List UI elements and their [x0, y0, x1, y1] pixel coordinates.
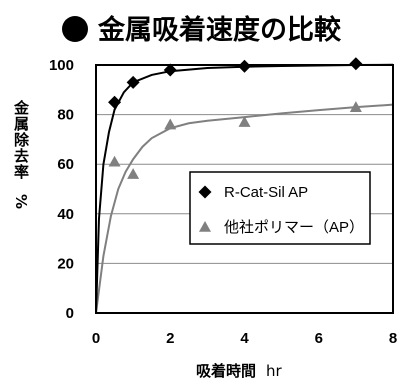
y-axis-label: 金属除去率% [12, 100, 30, 211]
legend-label: 他社ポリマー（AP） [224, 219, 364, 236]
legend-marker-triangle [199, 221, 211, 232]
chart-title: 金属吸着速度の比較 [0, 8, 403, 47]
y-tick-label: 80 [57, 107, 74, 124]
x-tick-label: 0 [92, 330, 100, 347]
data-point-triangle [127, 168, 140, 179]
legend-marker-diamond [198, 185, 212, 199]
data-point-diamond [238, 59, 251, 73]
plot-frame [95, 64, 394, 314]
x-tick-label: 4 [240, 330, 249, 347]
y-tick-label: 20 [57, 255, 74, 272]
bullet-icon [62, 16, 88, 42]
data-point-diamond [108, 95, 122, 109]
legend-box [189, 171, 371, 245]
data-point-diamond [126, 75, 140, 89]
data-point-triangle [164, 118, 177, 130]
y-tick-label: 100 [49, 57, 74, 74]
data-point-triangle [349, 101, 362, 112]
x-axis-label: 吸着時間 hr [196, 362, 282, 380]
y-tick-label: 0 [66, 305, 74, 322]
x-axis-unit: hr [266, 362, 282, 380]
y-tick-label: 40 [57, 206, 74, 223]
legend-label: R-Cat-Sil AP [224, 184, 308, 201]
data-point-triangle [108, 155, 121, 167]
y-tick-label: 60 [57, 156, 74, 173]
x-tick-label: 2 [166, 330, 174, 347]
data-point-diamond [349, 57, 363, 71]
x-tick-label: 6 [315, 330, 323, 347]
series-line [95, 103, 394, 314]
x-tick-label: 8 [389, 330, 397, 347]
data-point-triangle [238, 116, 251, 127]
y-axis-unit: % [12, 194, 30, 211]
data-point-diamond [163, 63, 177, 77]
